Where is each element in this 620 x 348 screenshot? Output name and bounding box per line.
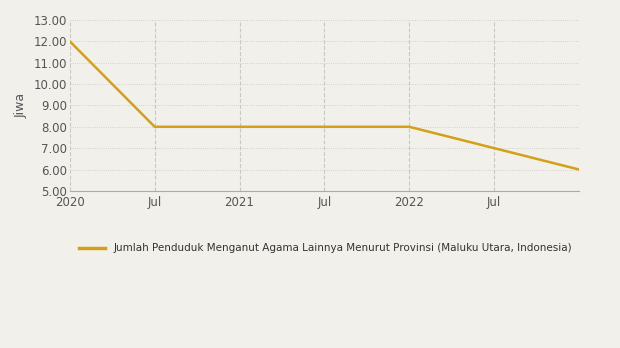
Legend: Jumlah Penduduk Menganut Agama Lainnya Menurut Provinsi (Maluku Utara, Indonesia: Jumlah Penduduk Menganut Agama Lainnya M… xyxy=(75,239,577,258)
Y-axis label: Jiwa: Jiwa xyxy=(15,93,28,118)
